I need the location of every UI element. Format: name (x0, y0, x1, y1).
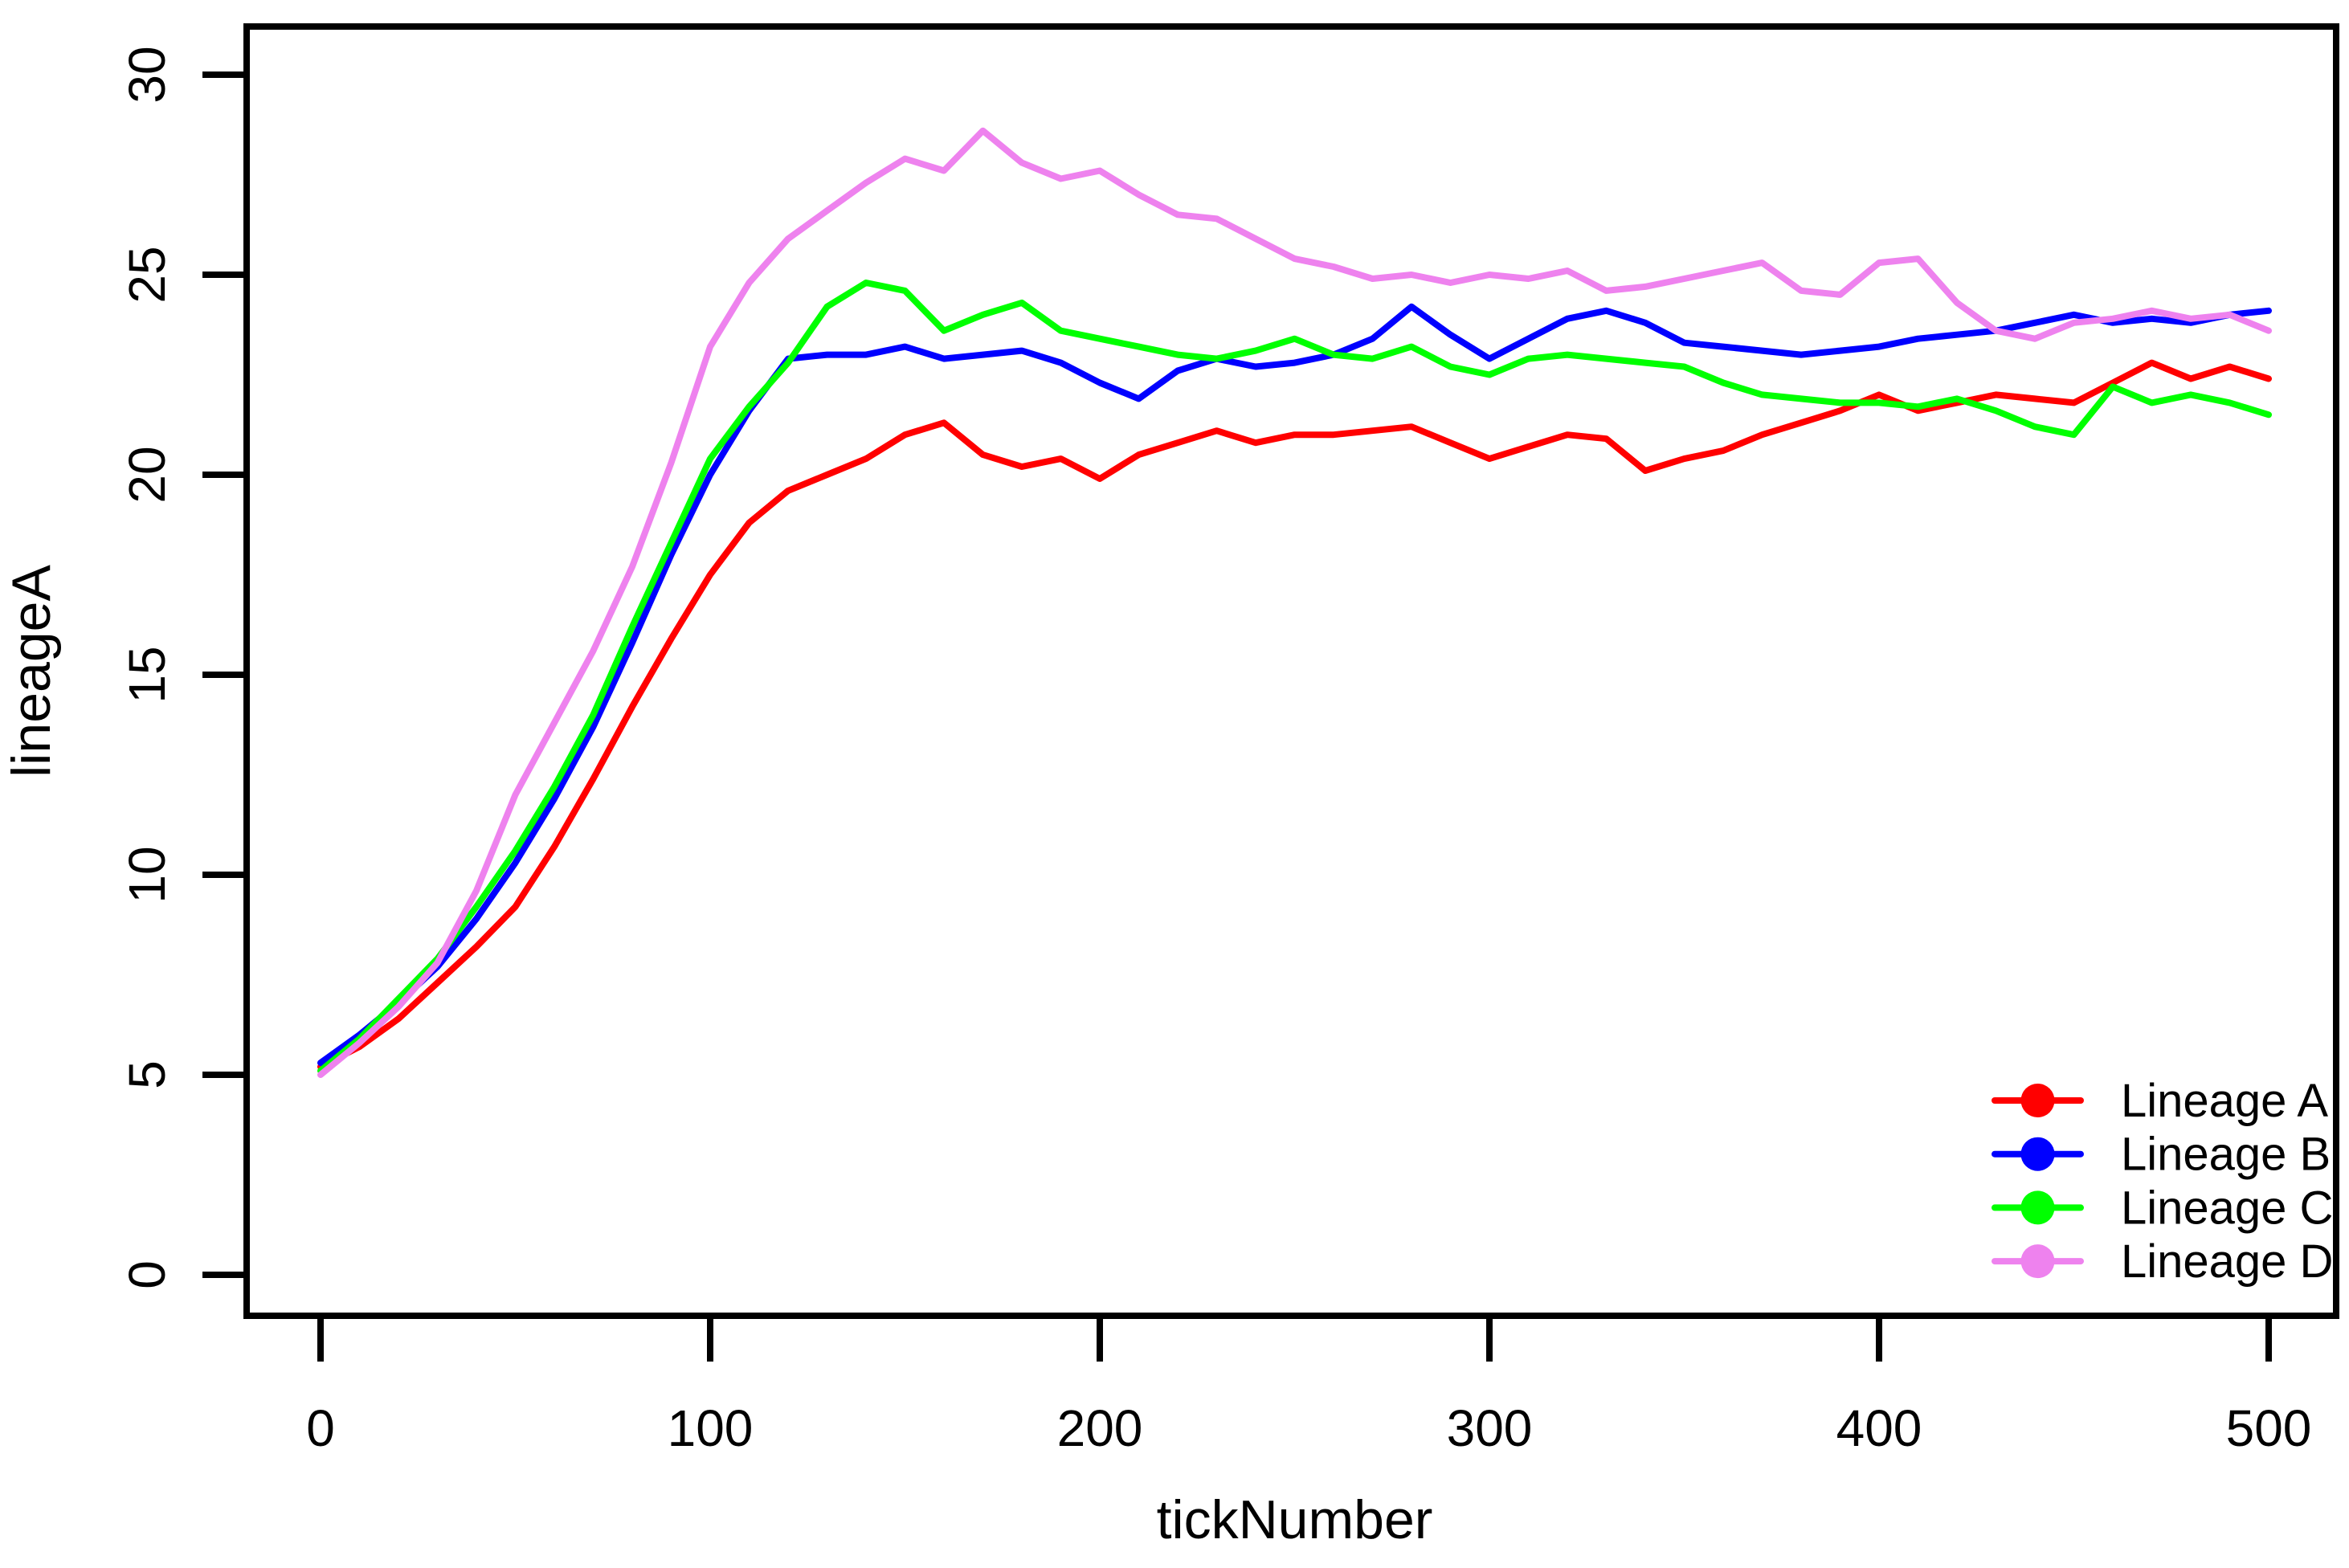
x-axis-tick-label: 0 (306, 1399, 335, 1457)
y-axis-tick-label: 0 (118, 1260, 176, 1289)
legend-marker-icon (2020, 1190, 2055, 1225)
y-axis-title: lineageA (1, 565, 62, 778)
y-axis-tick-label: 25 (118, 246, 176, 303)
legend-marker-icon (2020, 1137, 2055, 1171)
series-line-lineage-c (317, 280, 2272, 1074)
legend-marker-icon (2020, 1084, 2055, 1117)
x-axis-title: tickNumber (1157, 1489, 1433, 1550)
y-axis-tick-label: 5 (118, 1060, 176, 1089)
x-axis-tick-label: 500 (2226, 1399, 2312, 1457)
y-axis-tick-label: 20 (118, 446, 176, 503)
x-axis-tick-label: 200 (1057, 1399, 1143, 1457)
legend-label: Lineage D (2121, 1235, 2333, 1288)
series-line-lineage-b (317, 303, 2272, 1067)
y-axis-tick-label: 30 (118, 46, 176, 103)
y-axis: 0 5 10 15 20 25 30 (118, 46, 247, 1289)
series-line-lineage-d (317, 127, 2272, 1078)
y-axis-tick-label: 10 (118, 846, 176, 903)
x-axis: 0 100 200 300 400 500 (306, 1316, 2311, 1457)
x-axis-tick-label: 100 (668, 1399, 754, 1457)
legend-label: Lineage B (2121, 1129, 2331, 1181)
legend-label: Lineage A (2121, 1075, 2328, 1127)
plot-box (243, 23, 2339, 1319)
legend-marker-icon (2020, 1244, 2055, 1279)
x-axis-tick-label: 400 (1836, 1399, 1922, 1457)
series-group (317, 127, 2272, 1078)
series-line-lineage-a (317, 359, 2272, 1070)
legend-label: Lineage C (2121, 1182, 2333, 1234)
x-axis-tick-label: 300 (1447, 1399, 1533, 1457)
y-axis-tick-label: 15 (118, 646, 176, 703)
